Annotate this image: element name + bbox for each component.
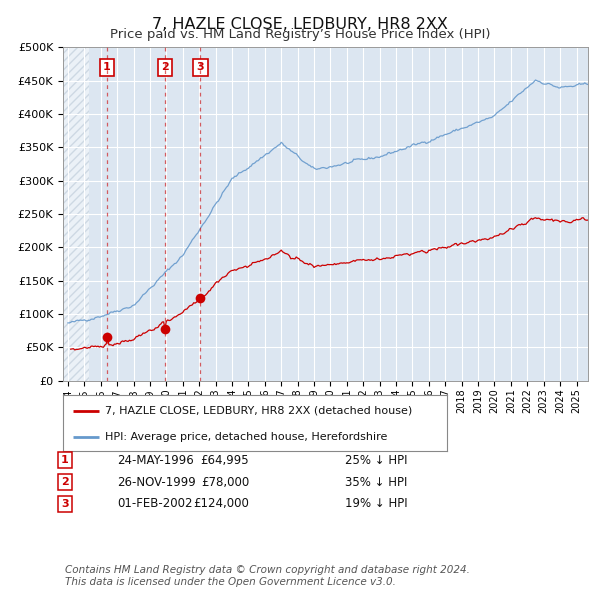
Text: 2: 2 (61, 477, 68, 487)
Text: 3: 3 (61, 499, 68, 509)
Bar (63, 47, 89, 381)
Text: 3: 3 (197, 62, 204, 72)
Text: 2: 2 (161, 62, 169, 72)
Text: 7, HAZLE CLOSE, LEDBURY, HR8 2XX: 7, HAZLE CLOSE, LEDBURY, HR8 2XX (152, 17, 448, 31)
Text: 7, HAZLE CLOSE, LEDBURY, HR8 2XX (detached house): 7, HAZLE CLOSE, LEDBURY, HR8 2XX (detach… (105, 406, 412, 416)
Text: £78,000: £78,000 (201, 476, 249, 489)
Text: 24-MAY-1996: 24-MAY-1996 (117, 454, 194, 467)
Text: 1: 1 (61, 455, 68, 465)
Text: Contains HM Land Registry data © Crown copyright and database right 2024.
This d: Contains HM Land Registry data © Crown c… (65, 565, 470, 587)
Text: HPI: Average price, detached house, Herefordshire: HPI: Average price, detached house, Here… (105, 432, 388, 442)
Text: 1: 1 (103, 62, 111, 72)
Text: £64,995: £64,995 (200, 454, 249, 467)
Text: 26-NOV-1999: 26-NOV-1999 (117, 476, 196, 489)
Text: £124,000: £124,000 (193, 497, 249, 510)
Text: 19% ↓ HPI: 19% ↓ HPI (345, 497, 407, 510)
Text: 35% ↓ HPI: 35% ↓ HPI (345, 476, 407, 489)
Text: 01-FEB-2002: 01-FEB-2002 (117, 497, 193, 510)
Text: 25% ↓ HPI: 25% ↓ HPI (345, 454, 407, 467)
Text: Price paid vs. HM Land Registry’s House Price Index (HPI): Price paid vs. HM Land Registry’s House … (110, 28, 490, 41)
